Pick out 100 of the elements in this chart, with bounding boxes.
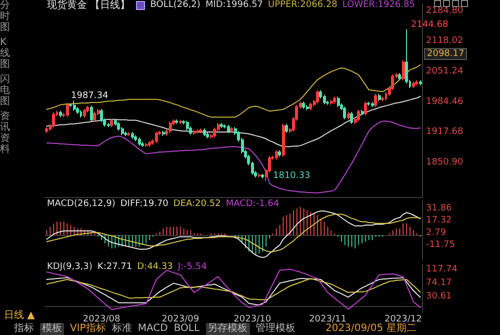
y-tick-label: 30.61 [426, 291, 452, 302]
candlestick [227, 124, 230, 134]
candlestick [282, 123, 285, 158]
candlestick [357, 109, 360, 122]
candlestick [415, 80, 418, 86]
x-tick-label: 2023/11 [309, 314, 346, 324]
text: 指标 [14, 323, 34, 335]
candlestick [114, 118, 117, 126]
candlestick [206, 132, 209, 139]
annotation: 1987.34 [71, 91, 108, 101]
y-tick-label: 74.17 [426, 278, 452, 288]
candlestick [374, 93, 377, 108]
candlestick [405, 28, 408, 84]
y-tick-label: 1850.90 [426, 158, 464, 168]
series-label: K:27.71 [97, 262, 132, 273]
candlestick [66, 102, 69, 118]
candlestick [213, 127, 216, 138]
series-label: D:44.33 [137, 262, 173, 273]
y-tick-label: 1984.46 [426, 96, 464, 107]
candlestick [381, 96, 384, 102]
candlestick [196, 128, 199, 134]
candlestick [186, 120, 189, 131]
candlestick [73, 100, 76, 112]
y-tick-label: 2118.02 [426, 36, 464, 46]
candlestick [367, 101, 370, 106]
candlestick [333, 96, 336, 104]
candlestick [162, 130, 165, 136]
candlestick [371, 102, 374, 108]
legend-title: MACD(26,12,9) [47, 199, 116, 210]
candlestick [107, 122, 110, 128]
line-series [46, 278, 421, 300]
candlestick [138, 137, 141, 146]
candlestick [86, 105, 89, 114]
candlestick [309, 102, 312, 111]
candlestick [398, 72, 401, 81]
text: DEA:20.52 [173, 199, 221, 210]
line-series [46, 214, 421, 252]
line-series [46, 277, 421, 306]
candlestick [175, 118, 178, 124]
series-label: MACD:-1.64 [226, 199, 280, 210]
candlestick [127, 132, 130, 137]
candlestick [412, 81, 415, 89]
candlestick [350, 112, 353, 124]
candlestick [193, 129, 196, 136]
text: 日线 ▲ [4, 310, 35, 322]
candlestick [124, 131, 127, 137]
text: 资讯资料 [0, 111, 11, 155]
legend-title: BOLL(26,2) [150, 0, 200, 11]
y-tick-label: 1917.68 [426, 127, 464, 138]
candlestick [199, 128, 202, 134]
candlestick [110, 118, 113, 128]
y-tick-label: 2051.24 [426, 66, 464, 77]
candlestick [337, 96, 340, 108]
candlestick [145, 142, 148, 148]
candlestick [45, 126, 48, 134]
annotation: 1810.33 [273, 171, 310, 181]
text: 模板 [40, 323, 64, 335]
y-tick-label: -11.75 [426, 240, 456, 250]
candlestick [258, 172, 261, 178]
annotation: 2144.68 [411, 20, 448, 30]
line-series [46, 120, 421, 194]
candlestick [148, 140, 151, 148]
candlestick [302, 101, 305, 110]
y-tick-label: 2.79 [426, 228, 446, 238]
candlestick [59, 110, 62, 118]
candlestick [100, 108, 103, 123]
candlestick [155, 131, 158, 144]
candlestick [93, 111, 96, 122]
candlestick [278, 150, 281, 158]
candlestick [347, 112, 350, 120]
candlestick [117, 122, 120, 132]
candlestick [52, 112, 55, 128]
text: LOWER:1926.85 [342, 0, 415, 11]
candlestick [419, 80, 422, 86]
legend-title: KDJ(9,3,3) [47, 262, 92, 273]
candlestick [90, 105, 93, 122]
candlestick [275, 150, 278, 160]
text: MID:1996.57 [205, 0, 264, 11]
candlestick [169, 121, 172, 134]
candlestick [179, 119, 182, 124]
chart-title: 现货黄金 【日线】 [47, 0, 130, 11]
candlestick [203, 128, 206, 137]
text: 2098.17 [424, 48, 468, 60]
candlestick [343, 106, 346, 120]
y-tick-label: 17.32 [426, 216, 452, 226]
text: 另存模板 [206, 323, 250, 335]
candlestick [323, 94, 326, 105]
candlestick [230, 126, 233, 134]
text: 2023/09/05 星期二 [326, 323, 416, 335]
candlestick [69, 102, 72, 108]
candlestick [285, 123, 288, 134]
text: 管理模板 [256, 323, 296, 335]
series-label: J:-5.54 [178, 262, 207, 273]
line-series [46, 64, 421, 118]
candlestick [131, 132, 134, 140]
candlestick [330, 99, 333, 106]
text: VIP指标 [70, 323, 106, 335]
line-series [46, 210, 421, 258]
candlestick [316, 90, 319, 104]
candlestick [306, 104, 309, 111]
